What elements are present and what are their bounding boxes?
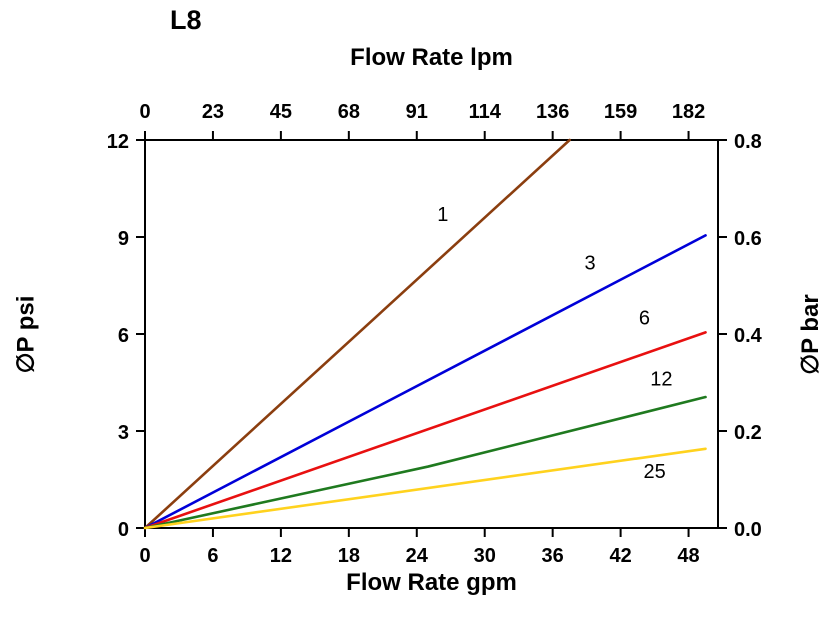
x-top-tick-label: 0 <box>139 101 150 123</box>
x-axis-bottom-title: Flow Rate gpm <box>346 569 517 596</box>
x-top-tick-label: 159 <box>604 101 637 123</box>
x-bottom-tick-label: 6 <box>207 545 218 567</box>
y-right-tick-label: 0.0 <box>734 519 762 541</box>
series-line-12 <box>143 395 707 530</box>
x-axis-top-title: Flow Rate lpm <box>350 44 513 71</box>
x-top-tick-label: 45 <box>270 101 292 123</box>
x-bottom-tick-label: 24 <box>406 545 429 567</box>
x-bottom-tick-label: 42 <box>609 545 631 567</box>
series-line-1 <box>143 138 571 530</box>
y-right-tick-label: 0.8 <box>734 131 762 153</box>
x-top-tick-label: 136 <box>536 101 569 123</box>
x-top-tick-label: 23 <box>202 101 224 123</box>
x-bottom-tick-label: 12 <box>270 545 292 567</box>
y-left-tick-label: 6 <box>118 325 129 347</box>
series-label-6: 6 <box>639 307 650 329</box>
series-label-12: 12 <box>650 369 672 391</box>
x-top-tick-label: 91 <box>406 101 428 123</box>
series-label-25: 25 <box>643 461 665 483</box>
y-left-tick-label: 9 <box>118 228 129 250</box>
series-line-6 <box>143 331 707 530</box>
plot-frame <box>144 139 719 529</box>
x-top-tick-label: 114 <box>469 101 502 123</box>
x-top-tick-label: 68 <box>338 101 360 123</box>
y-right-tick-label: 0.4 <box>734 325 763 347</box>
x-bottom-tick-label: 48 <box>677 545 699 567</box>
series-line-25 <box>143 447 707 530</box>
series-line-3 <box>143 234 707 530</box>
x-bottom-tick-label: 0 <box>139 545 150 567</box>
x-bottom-tick-label: 36 <box>542 545 564 567</box>
y-right-tick-label: 0.2 <box>734 422 762 444</box>
x-bottom-tick-label: 18 <box>338 545 360 567</box>
y-left-tick-label: 3 <box>118 422 129 444</box>
x-top-tick-label: 182 <box>672 101 705 123</box>
y-left-tick-label: 12 <box>107 131 129 153</box>
y-left-tick-label: 0 <box>118 519 129 541</box>
y-right-tick-label: 0.6 <box>734 228 762 250</box>
x-bottom-tick-label: 30 <box>474 545 496 567</box>
series-label-3: 3 <box>584 252 595 274</box>
chart-title: L8 <box>170 5 202 35</box>
series-label-1: 1 <box>437 204 448 226</box>
